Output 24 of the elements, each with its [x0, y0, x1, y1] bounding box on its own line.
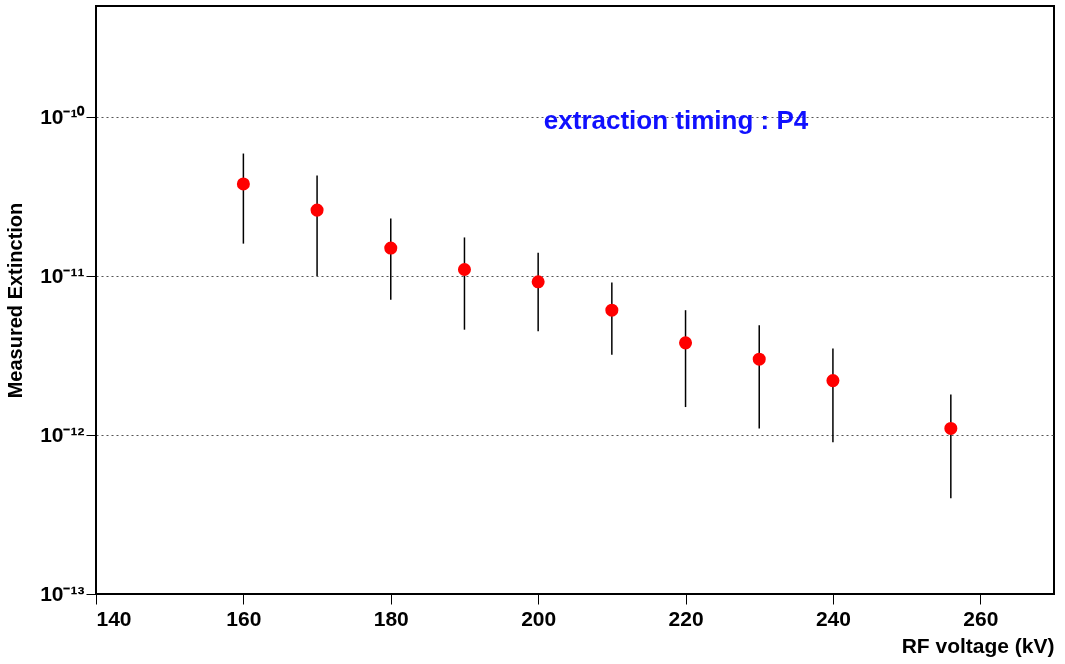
- x-tick-label: 260: [963, 606, 999, 630]
- point: [531, 275, 545, 289]
- y-tick-label: 10⁻¹³: [40, 581, 85, 605]
- point: [679, 336, 693, 350]
- y-tick-label: 10⁻¹¹: [40, 263, 85, 287]
- point: [310, 203, 324, 217]
- point: [752, 352, 766, 366]
- x-tick-label: 220: [668, 606, 704, 630]
- point: [944, 421, 958, 435]
- y-axis-title: Measured Extinction: [4, 202, 27, 399]
- x-axis-title: RF voltage (kV): [901, 633, 1055, 657]
- point: [236, 177, 250, 191]
- point: [384, 241, 398, 255]
- x-tick-label: 180: [373, 606, 409, 630]
- point: [826, 374, 840, 388]
- point: [605, 303, 619, 317]
- y-tick-label: 10⁻¹²: [40, 422, 85, 446]
- point: [457, 262, 471, 276]
- x-tick-label: 200: [521, 606, 557, 630]
- x-tick-label: 140: [96, 606, 132, 630]
- x-tick-label: 240: [815, 606, 851, 630]
- annotation: extraction timing : P4: [543, 105, 809, 135]
- x-tick-label: 160: [226, 606, 262, 630]
- y-tick-label: 10⁻¹⁰: [40, 104, 86, 128]
